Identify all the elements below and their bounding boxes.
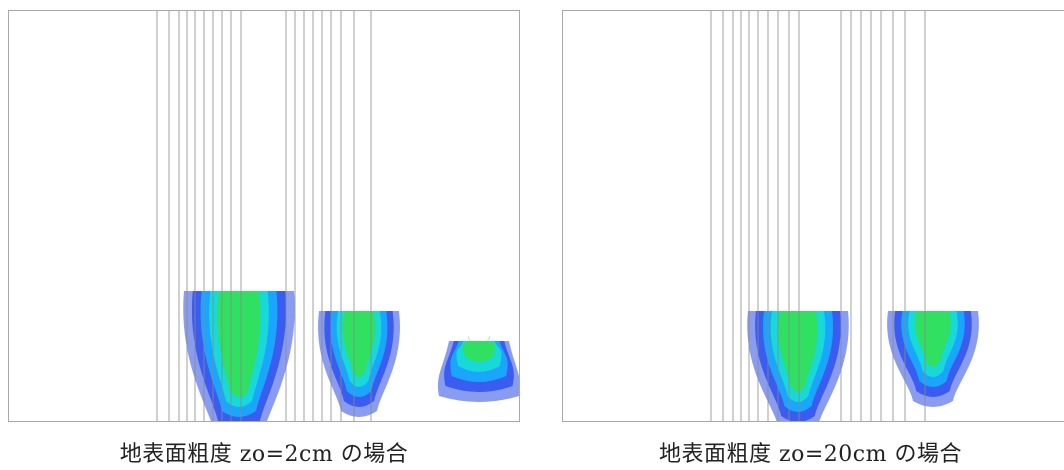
contour-map-left [8,10,520,422]
contour-plot-left [156,11,519,421]
caption-right: 地表面粗度 zo=20cm の場合 [659,442,962,467]
plume-2-level-6 [921,311,945,357]
plume-1-level-6 [785,311,811,382]
contour-plot-right [710,11,979,421]
plume-3-level-6 [468,336,490,352]
vertical-grid-lines [156,11,372,421]
plume-1-level-6 [225,291,253,387]
vertical-grid-lines [710,11,926,421]
caption-left: 地表面粗度 zo=2cm の場合 [119,442,409,467]
contour-map-right [562,10,1064,422]
